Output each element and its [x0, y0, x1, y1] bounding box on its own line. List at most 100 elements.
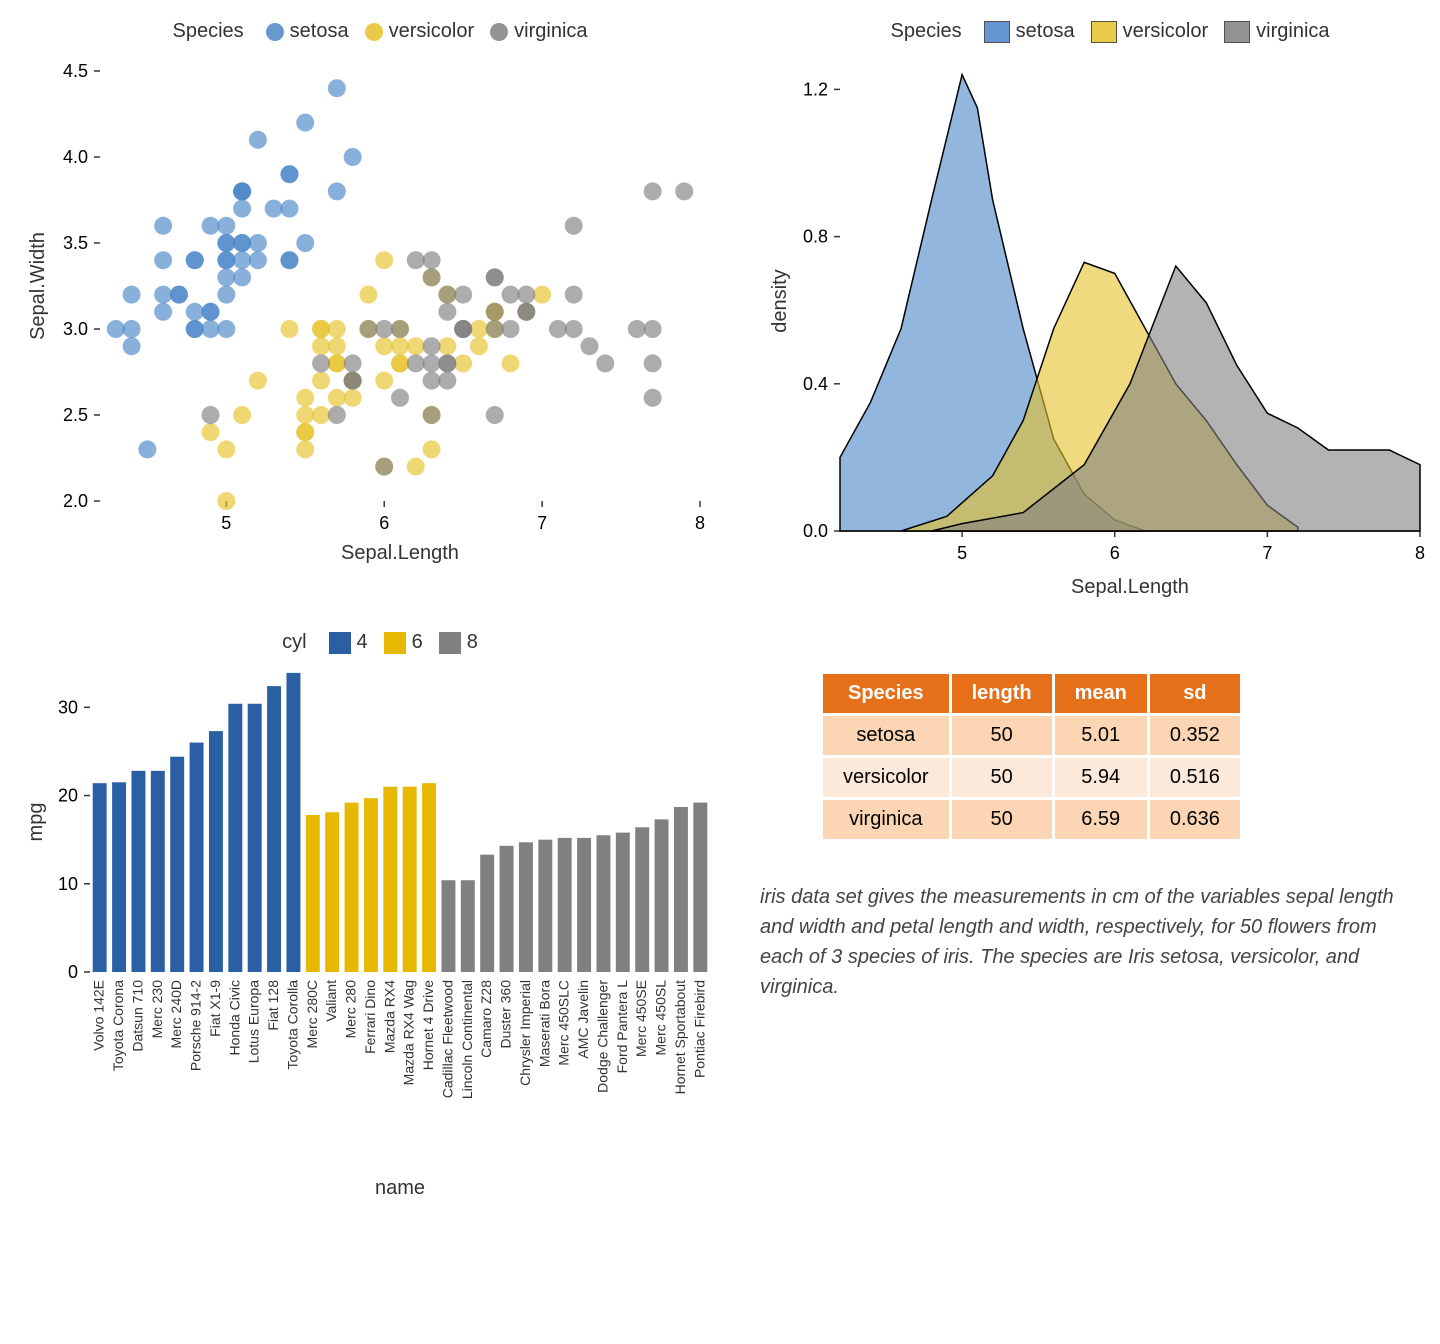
scatter-point: [123, 320, 141, 338]
legend-item-4: 4: [329, 631, 368, 654]
scatter-point: [391, 354, 409, 372]
scatter-point: [407, 354, 425, 372]
bar-Camaro Z28: [480, 855, 494, 972]
scatter-point: [375, 251, 393, 269]
scatter-point: [391, 389, 409, 407]
scatter-point: [502, 286, 520, 304]
svg-text:Sepal.Length: Sepal.Length: [1071, 576, 1189, 598]
bar-Fiat X1-9: [209, 731, 223, 972]
svg-text:4.5: 4.5: [63, 61, 88, 81]
scatter-point: [233, 268, 251, 286]
svg-text:Toyota Corolla: Toyota Corolla: [284, 980, 300, 1070]
scatter-point: [328, 406, 346, 424]
scatter-point: [438, 303, 456, 321]
scatter-point: [486, 406, 504, 424]
scatter-point: [675, 182, 693, 200]
scatter-point: [202, 423, 220, 441]
scatter-point: [375, 372, 393, 390]
scatter-point: [249, 131, 267, 149]
svg-text:Pontiac Firebird: Pontiac Firebird: [691, 980, 707, 1078]
scatter-point: [565, 320, 583, 338]
svg-text:20: 20: [58, 786, 78, 806]
scatter-point: [502, 320, 520, 338]
bar-Hornet Sportabout: [674, 807, 688, 972]
scatter-point: [186, 251, 204, 269]
scatter-point: [375, 458, 393, 476]
scatter-point: [344, 389, 362, 407]
scatter-point: [328, 389, 346, 407]
svg-text:Fiat 128: Fiat 128: [265, 980, 281, 1031]
svg-text:Ford Pantera L: Ford Pantera L: [614, 980, 630, 1074]
legend-item-8: 8: [439, 631, 478, 654]
svg-text:AMC Javelin: AMC Javelin: [575, 980, 591, 1059]
bar-legend-title: cyl: [282, 631, 306, 654]
svg-text:2.5: 2.5: [63, 405, 88, 425]
scatter-point: [249, 234, 267, 252]
bar-Dodge Challenger: [596, 835, 610, 972]
scatter-point: [438, 354, 456, 372]
scatter-point: [217, 217, 235, 235]
scatter-point: [154, 286, 172, 304]
scatter-point: [328, 182, 346, 200]
svg-text:0.4: 0.4: [803, 374, 828, 394]
svg-text:Merc 280C: Merc 280C: [304, 980, 320, 1048]
scatter-point: [549, 320, 567, 338]
scatter-point: [438, 372, 456, 390]
scatter-point: [375, 320, 393, 338]
svg-text:8: 8: [695, 513, 705, 533]
svg-text:Lincoln Continental: Lincoln Continental: [459, 980, 475, 1099]
col-length: length: [950, 673, 1053, 715]
svg-text:3.0: 3.0: [63, 319, 88, 339]
scatter-panel: Species setosaversicolorvirginica 56782.…: [20, 20, 740, 611]
svg-text:density: density: [769, 269, 791, 332]
scatter-point: [391, 320, 409, 338]
bar-Chrysler Imperial: [519, 842, 533, 972]
scatter-point: [533, 286, 551, 304]
scatter-point: [280, 320, 298, 338]
scatter-point: [470, 337, 488, 355]
bar-Duster 360: [500, 846, 514, 972]
scatter-point: [265, 200, 283, 218]
svg-text:Lotus Europa: Lotus Europa: [246, 980, 262, 1063]
bar-Ford Pantera L: [616, 833, 630, 972]
legend-item-versicolor: versicolor: [1091, 20, 1209, 43]
scatter-point: [344, 372, 362, 390]
scatter-chart: 56782.02.53.03.54.04.5Sepal.LengthSepal.…: [20, 51, 720, 571]
bar-panel: cyl 468 0102030mpgnameVolvo 142EToyota C…: [20, 631, 740, 1202]
svg-text:8: 8: [1415, 543, 1425, 563]
bar-Porsche 914-2: [190, 743, 204, 972]
svg-text:Sepal.Width: Sepal.Width: [27, 232, 49, 340]
svg-text:Merc 450SE: Merc 450SE: [633, 980, 649, 1057]
scatter-point: [233, 182, 251, 200]
svg-text:0: 0: [68, 962, 78, 982]
bar-Merc 240D: [170, 757, 184, 972]
scatter-point: [233, 251, 251, 269]
svg-text:Merc 280: Merc 280: [343, 980, 359, 1039]
svg-text:Maserati Bora: Maserati Bora: [536, 980, 552, 1067]
scatter-point: [249, 372, 267, 390]
svg-text:Honda Civic: Honda Civic: [226, 980, 242, 1055]
scatter-point: [233, 406, 251, 424]
scatter-point: [454, 286, 472, 304]
scatter-point: [217, 492, 235, 510]
svg-text:Porsche 914-2: Porsche 914-2: [188, 980, 204, 1071]
svg-text:Sepal.Length: Sepal.Length: [341, 542, 459, 564]
col-mean: mean: [1053, 673, 1148, 715]
scatter-point: [423, 251, 441, 269]
svg-text:Valiant: Valiant: [323, 980, 339, 1022]
scatter-point: [233, 234, 251, 252]
scatter-point: [644, 320, 662, 338]
svg-text:Mazda RX4 Wag: Mazda RX4 Wag: [401, 980, 417, 1085]
scatter-point: [312, 406, 330, 424]
scatter-point: [438, 337, 456, 355]
table-row: virginica506.590.636: [822, 799, 1242, 841]
scatter-point: [391, 337, 409, 355]
scatter-point: [502, 354, 520, 372]
scatter-point: [186, 320, 204, 338]
scatter-point: [280, 165, 298, 183]
scatter-point: [628, 320, 646, 338]
caption-text: iris data set gives the measurements in …: [760, 882, 1420, 1002]
svg-text:7: 7: [1262, 543, 1272, 563]
scatter-point: [296, 440, 314, 458]
bar-Hornet 4 Drive: [422, 783, 436, 972]
